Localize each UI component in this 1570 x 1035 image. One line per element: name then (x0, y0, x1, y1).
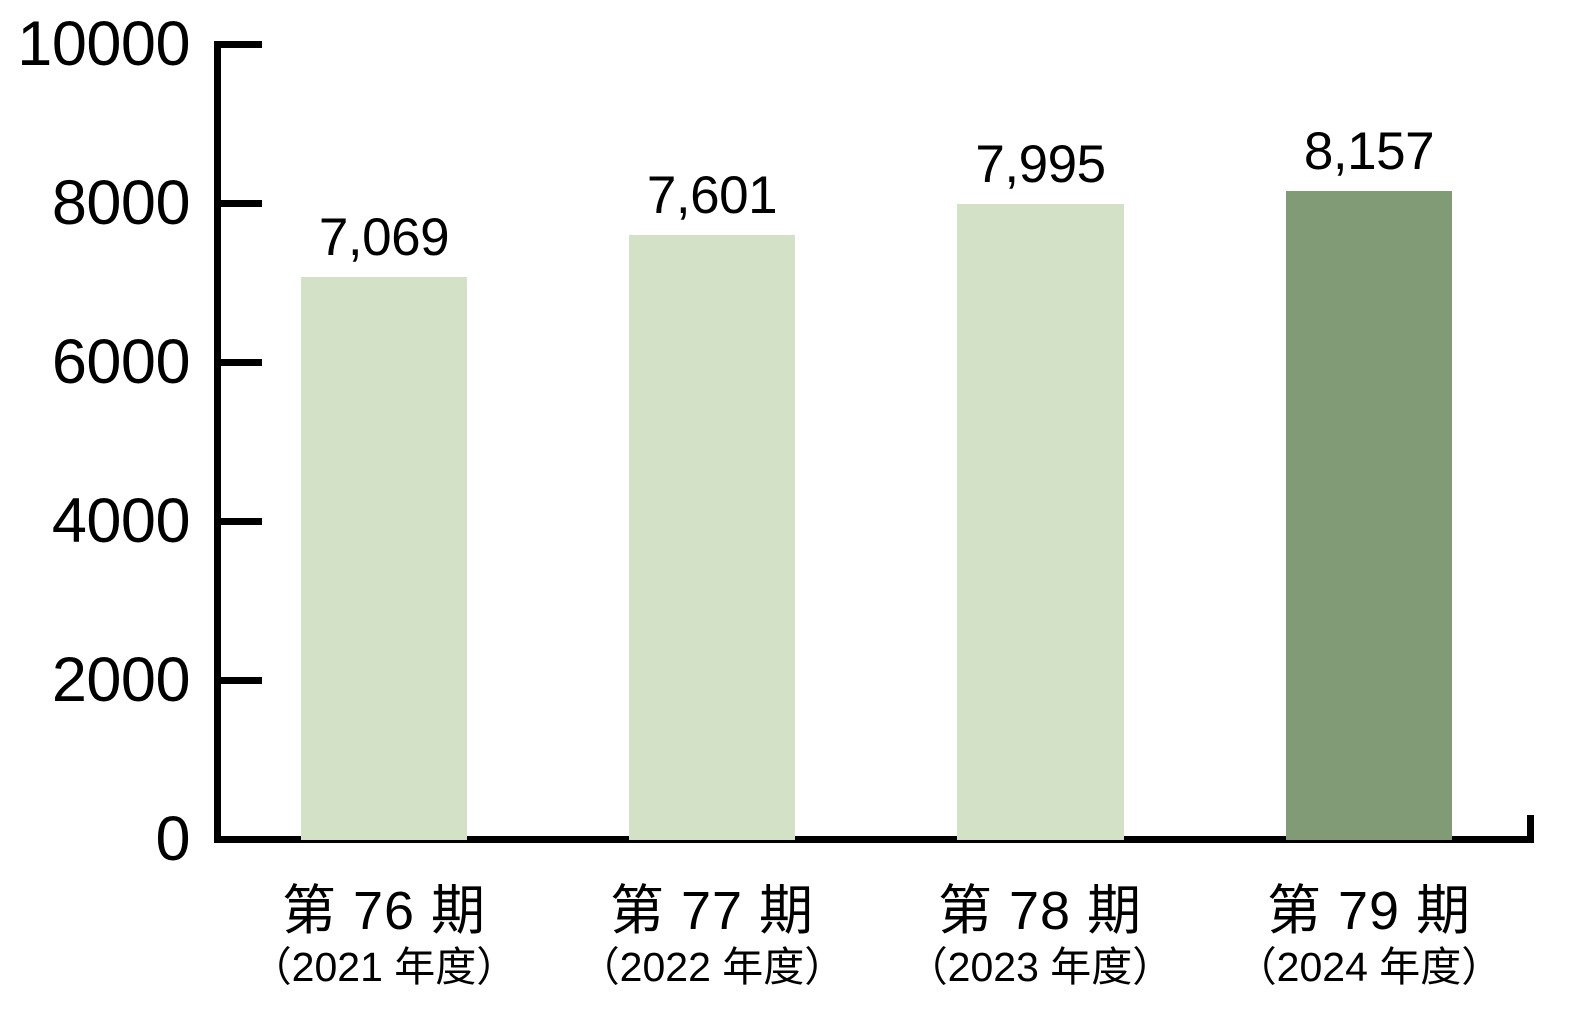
bar-value-label-79: 8,157 (1303, 121, 1435, 181)
y-tick-2000 (218, 677, 262, 684)
bar-period-76[interactable] (301, 277, 467, 840)
bar-period-79[interactable] (1286, 190, 1452, 840)
x-category-sub-78: （2023 年度） (906, 944, 1174, 991)
y-axis-line (214, 41, 221, 843)
y-tick-label-4000: 4000 (51, 486, 191, 556)
x-category-label-76: 第 76 期 （2021 年度） (234, 880, 534, 993)
x-category-sub-76: （2021 年度） (250, 944, 518, 991)
x-category-main-77: 第 77 期 (609, 881, 815, 941)
x-category-sub-77: （2022 年度） (578, 944, 846, 991)
x-category-label-79: 第 79 期 （2024 年度） (1219, 880, 1519, 993)
y-tick-6000 (218, 359, 262, 366)
y-tick-label-2000: 2000 (51, 645, 191, 715)
bar-value-label-78: 7,995 (975, 134, 1106, 194)
bar-period-77[interactable] (629, 234, 795, 840)
y-tick-label-6000: 6000 (51, 327, 191, 397)
y-tick-label-0: 0 (155, 804, 190, 874)
bar-value-label-76: 7,069 (318, 208, 450, 268)
x-category-label-77: 第 77 期 （2022 年度） (562, 880, 862, 993)
bar-value-label-77: 7,601 (646, 165, 778, 225)
x-axis-end-tick (1527, 815, 1534, 843)
x-category-main-76: 第 76 期 (281, 881, 487, 941)
y-tick-4000 (218, 518, 262, 525)
x-category-main-79: 第 79 期 (1266, 881, 1472, 941)
y-tick-8000 (218, 200, 262, 207)
x-category-main-78: 第 78 期 (937, 881, 1143, 941)
y-tick-label-8000: 8000 (51, 168, 191, 238)
y-tick-10000 (218, 41, 262, 48)
x-category-sub-79: （2024 年度） (1235, 944, 1503, 991)
bar-period-78[interactable] (957, 203, 1124, 840)
x-axis-line (214, 836, 1534, 843)
y-tick-label-10000: 10000 (17, 9, 190, 79)
x-category-label-78: 第 78 期 （2023 年度） (890, 880, 1190, 993)
